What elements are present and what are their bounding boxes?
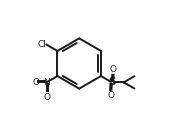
Text: N: N <box>43 78 50 87</box>
Text: O: O <box>107 91 114 100</box>
Text: S: S <box>108 77 116 87</box>
Text: O: O <box>43 93 50 102</box>
Text: O: O <box>110 65 117 74</box>
Text: O: O <box>33 78 40 87</box>
Text: Cl: Cl <box>37 40 46 49</box>
